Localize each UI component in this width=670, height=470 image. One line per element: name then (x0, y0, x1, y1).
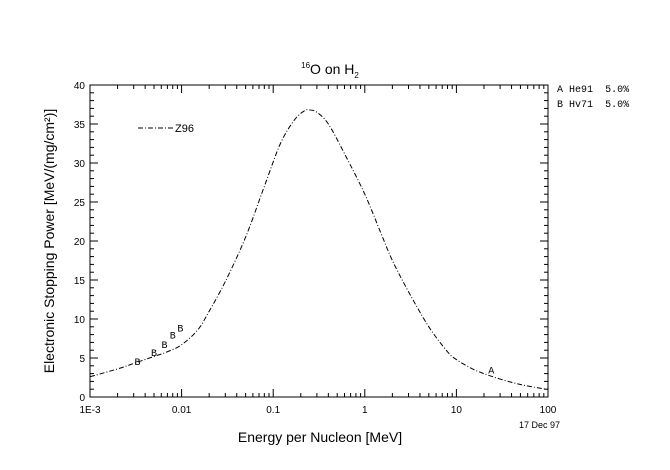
source-b-ref: Hv71 (569, 100, 593, 111)
y-tick-label: 20 (74, 237, 86, 248)
source-a-ref: He91 (569, 85, 593, 96)
data-point-b: B (170, 332, 176, 343)
legend-label-z96: Z96 (175, 123, 194, 135)
axis-ticks (89, 84, 549, 398)
x-tick-label: 1E-3 (79, 405, 101, 416)
data-point-a: A (488, 367, 494, 378)
source-b-error: 5.0% (605, 100, 629, 111)
x-tick-label: 10 (451, 405, 463, 416)
title-superscript: 16 (301, 61, 310, 70)
y-tick-label: 10 (74, 315, 86, 326)
y-tick-label: 40 (74, 81, 86, 92)
source-a: A He91 5.0% (557, 85, 629, 96)
x-tick-label: 1 (362, 405, 368, 416)
plot-frame (89, 84, 549, 398)
axis-tick-labels: 1E-3 0.01 0.1 1 10 100 0 5 10 15 20 25 30 35 40 (74, 81, 557, 416)
y-tick-label: 15 (74, 276, 86, 287)
series-line-z96 (89, 109, 549, 390)
title-main: O on H (310, 61, 354, 77)
source-b-marker: B (557, 100, 563, 111)
source-a-error: 5.0% (605, 85, 629, 96)
x-tick-label: 0.1 (266, 405, 280, 416)
y-tick-label: 25 (74, 198, 86, 209)
y-tick-label: 35 (74, 120, 86, 131)
chart-title: 16O on H2 (301, 61, 359, 80)
source-b: B Hv71 5.0% (557, 100, 629, 111)
y-tick-label: 5 (79, 354, 85, 365)
y-tick-label: 0 (79, 393, 85, 404)
data-point-b: B (151, 349, 157, 360)
x-tick-label: 100 (540, 405, 557, 416)
data-point-b: B (134, 358, 140, 369)
date-label: 17 Dec 97 (519, 420, 560, 430)
y-tick-label: 30 (74, 159, 86, 170)
y-axis-label: Electronic Stopping Power [MeV/(mg/cm²)] (41, 109, 57, 374)
title-subscript: 2 (354, 71, 359, 80)
x-tick-label: 0.01 (172, 405, 192, 416)
x-axis-label: Energy per Nucleon [MeV] (238, 429, 402, 445)
source-a-marker: A (557, 85, 563, 96)
curve-layer (89, 109, 549, 390)
data-point-b: B (177, 325, 183, 336)
data-point-b: B (161, 341, 167, 352)
